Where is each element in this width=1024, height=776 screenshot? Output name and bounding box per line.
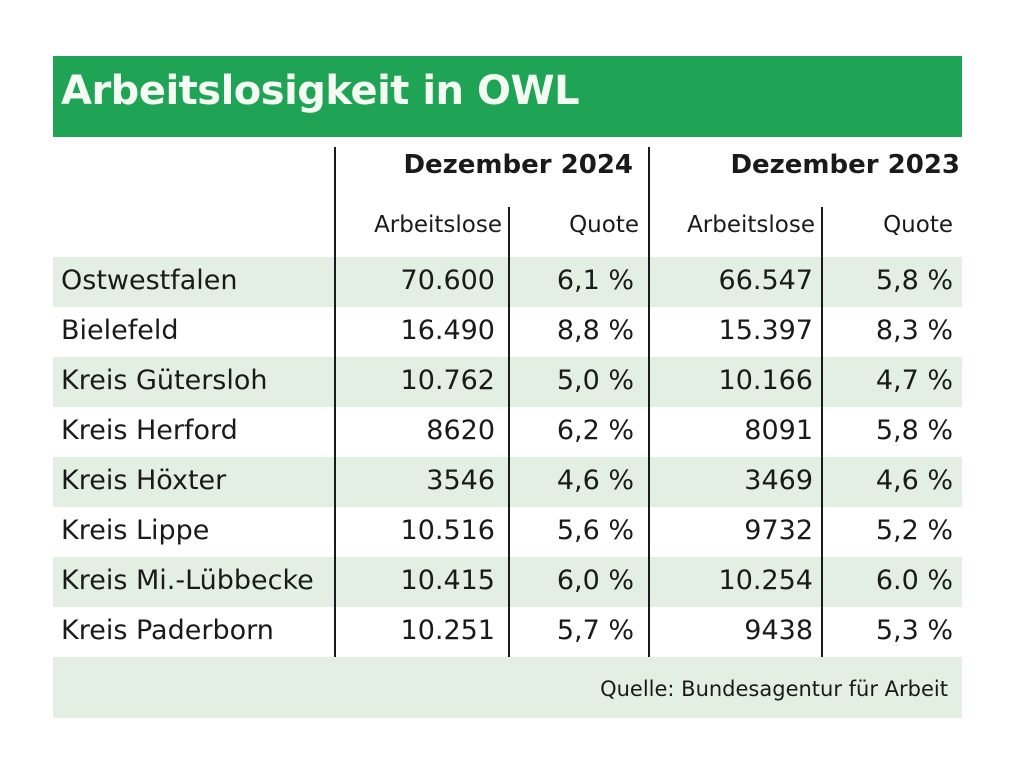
table-row: Kreis Herford 8620 6,2 % 8091 5,8 % <box>53 407 962 457</box>
arbeitslose-2024-cell: 10.762 <box>400 365 495 396</box>
source-note: Quelle: Bundesagentur für Arbeit <box>600 677 948 701</box>
table-row: Kreis Paderborn 10.251 5,7 % 9438 5,3 % <box>53 607 962 657</box>
region-cell: Kreis Paderborn <box>61 615 274 646</box>
quote-2023-cell: 4,6 % <box>875 465 953 496</box>
arbeitslose-2023-cell: 15.397 <box>718 315 813 346</box>
table-row: Kreis Mi.-Lübbecke 10.415 6,0 % 10.254 6.0 % <box>53 557 962 607</box>
title-bar: Arbeitslosigkeit in OWL <box>53 56 962 137</box>
column-divider <box>821 207 823 657</box>
table-row: Kreis Höxter 3546 4,6 % 3469 4,6 % <box>53 457 962 507</box>
quote-2023-cell: 8,3 % <box>875 315 953 346</box>
table-row: Kreis Lippe 10.516 5,6 % 9732 5,2 % <box>53 507 962 557</box>
subheader-arbeitslose-2023: Arbeitslose <box>687 212 815 238</box>
region-cell: Bielefeld <box>61 315 179 346</box>
arbeitslose-2024-cell: 16.490 <box>400 315 495 346</box>
source-footer: Quelle: Bundesagentur für Arbeit <box>53 657 962 718</box>
quote-2024-cell: 5,6 % <box>556 515 634 546</box>
table-row: Ostwestfalen 70.600 6,1 % 66.547 5,8 % <box>53 257 962 307</box>
arbeitslose-2023-cell: 9438 <box>744 615 813 646</box>
group-header-2023: Dezember 2023 <box>730 150 960 180</box>
subheader-quote-2024: Quote <box>569 212 639 238</box>
column-divider <box>334 147 336 657</box>
quote-2024-cell: 6,0 % <box>556 565 634 596</box>
arbeitslose-2023-cell: 10.254 <box>718 565 813 596</box>
column-divider <box>648 147 650 657</box>
arbeitslose-2024-cell: 10.415 <box>400 565 495 596</box>
arbeitslose-2023-cell: 66.547 <box>718 265 813 296</box>
quote-2024-cell: 6,2 % <box>556 415 634 446</box>
quote-2024-cell: 4,6 % <box>556 465 634 496</box>
arbeitslose-2023-cell: 8091 <box>744 415 813 446</box>
region-cell: Kreis Lippe <box>61 515 210 546</box>
quote-2024-cell: 8,8 % <box>556 315 634 346</box>
quote-2023-cell: 5,3 % <box>875 615 953 646</box>
quote-2024-cell: 6,1 % <box>556 265 634 296</box>
table-row: Bielefeld 16.490 8,8 % 15.397 8,3 % <box>53 307 962 357</box>
column-divider <box>508 207 510 657</box>
table-row: Kreis Gütersloh 10.762 5,0 % 10.166 4,7 % <box>53 357 962 407</box>
region-cell: Kreis Höxter <box>61 465 227 496</box>
arbeitslose-2023-cell: 3469 <box>744 465 813 496</box>
quote-2023-cell: 6.0 % <box>875 565 953 596</box>
region-cell: Kreis Gütersloh <box>61 365 268 396</box>
quote-2024-cell: 5,7 % <box>556 615 634 646</box>
arbeitslose-2023-cell: 10.166 <box>718 365 813 396</box>
quote-2023-cell: 5,8 % <box>875 415 953 446</box>
region-cell: Kreis Herford <box>61 415 238 446</box>
subheader-quote-2023: Quote <box>883 212 953 238</box>
arbeitslose-2024-cell: 70.600 <box>400 265 495 296</box>
arbeitslose-2024-cell: 3546 <box>426 465 495 496</box>
quote-2023-cell: 4,7 % <box>875 365 953 396</box>
arbeitslose-2024-cell: 10.516 <box>400 515 495 546</box>
arbeitslose-2024-cell: 10.251 <box>400 615 495 646</box>
group-header-2024: Dezember 2024 <box>403 150 633 180</box>
quote-2024-cell: 5,0 % <box>556 365 634 396</box>
quote-2023-cell: 5,8 % <box>875 265 953 296</box>
subheader-arbeitslose-2024: Arbeitslose <box>374 212 502 238</box>
region-cell: Kreis Mi.-Lübbecke <box>61 565 314 596</box>
arbeitslose-2023-cell: 9732 <box>744 515 813 546</box>
region-cell: Ostwestfalen <box>61 265 238 296</box>
quote-2023-cell: 5,2 % <box>875 515 953 546</box>
page-title: Arbeitslosigkeit in OWL <box>61 68 580 114</box>
arbeitslose-2024-cell: 8620 <box>426 415 495 446</box>
